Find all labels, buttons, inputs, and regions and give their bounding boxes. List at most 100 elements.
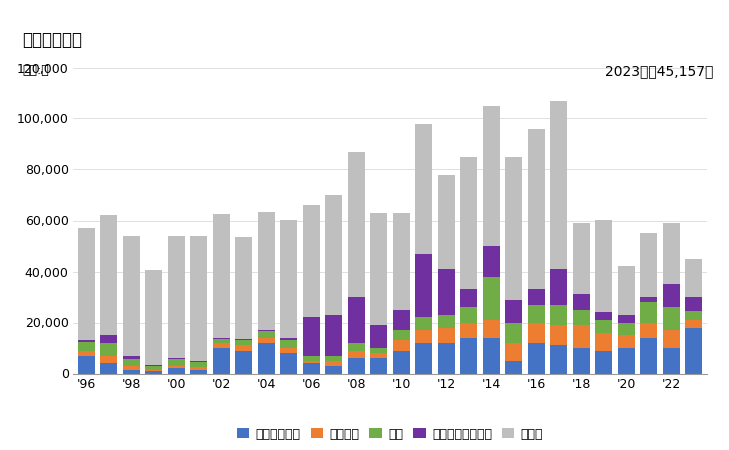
Bar (325, 195, 342, 315)
Bar (258, 331, 275, 338)
Bar (483, 320, 499, 338)
Bar (235, 340, 252, 346)
Bar (416, 343, 432, 373)
Bar (123, 236, 140, 356)
Bar (303, 317, 320, 356)
Bar (281, 220, 297, 338)
Bar (190, 361, 207, 362)
Bar (325, 356, 342, 361)
Bar (101, 335, 117, 343)
Bar (573, 223, 590, 294)
Bar (550, 269, 567, 305)
Bar (596, 320, 612, 333)
Bar (573, 294, 590, 310)
Bar (663, 330, 679, 348)
Bar (281, 338, 297, 340)
Bar (573, 310, 590, 325)
Bar (213, 214, 230, 338)
Bar (235, 351, 252, 374)
Bar (416, 317, 432, 330)
Bar (348, 297, 364, 343)
Bar (348, 358, 364, 374)
Bar (460, 323, 477, 338)
Bar (101, 343, 117, 356)
Bar (416, 124, 432, 254)
Bar (416, 330, 432, 343)
Bar (663, 307, 679, 330)
Bar (528, 129, 545, 289)
Bar (685, 328, 702, 373)
Bar (303, 363, 320, 374)
Bar (528, 305, 545, 323)
Bar (145, 371, 163, 373)
Bar (460, 157, 477, 289)
Bar (123, 369, 140, 374)
Bar (370, 213, 387, 325)
Bar (528, 343, 545, 373)
Bar (685, 297, 702, 311)
Bar (617, 323, 635, 335)
Bar (596, 220, 612, 312)
Bar (573, 348, 590, 374)
Bar (348, 351, 364, 358)
Bar (258, 338, 275, 343)
Bar (370, 353, 387, 358)
Bar (393, 351, 410, 374)
Bar (640, 233, 657, 297)
Bar (325, 366, 342, 374)
Bar (483, 246, 499, 277)
Bar (213, 339, 230, 343)
Bar (573, 325, 590, 348)
Bar (617, 315, 635, 323)
Bar (685, 259, 702, 297)
Bar (596, 312, 612, 320)
Bar (528, 323, 545, 343)
Bar (438, 343, 455, 373)
Bar (640, 302, 657, 323)
Bar (550, 346, 567, 374)
Bar (213, 338, 230, 339)
Bar (190, 236, 207, 361)
Bar (640, 297, 657, 302)
Bar (663, 348, 679, 374)
Bar (235, 339, 252, 340)
Bar (78, 356, 95, 373)
Bar (596, 351, 612, 374)
Bar (235, 237, 252, 339)
Bar (617, 266, 635, 315)
Bar (168, 360, 184, 366)
Text: 輸出量の推移: 輸出量の推移 (22, 31, 82, 49)
Bar (640, 338, 657, 374)
Text: 単位:台: 単位:台 (22, 64, 49, 77)
Bar (145, 369, 163, 371)
Bar (528, 289, 545, 305)
Bar (235, 346, 252, 351)
Bar (145, 366, 163, 369)
Bar (145, 270, 163, 364)
Bar (325, 361, 342, 366)
Bar (101, 356, 117, 363)
Bar (190, 362, 207, 367)
Bar (281, 353, 297, 373)
Bar (393, 310, 410, 330)
Text: 2023年：45,157台: 2023年：45,157台 (605, 64, 714, 78)
Bar (370, 325, 387, 348)
Bar (325, 315, 342, 356)
Bar (168, 366, 184, 369)
Bar (78, 342, 95, 351)
Bar (303, 356, 320, 361)
Bar (393, 213, 410, 310)
Bar (168, 358, 184, 360)
Bar (505, 343, 522, 361)
Bar (370, 358, 387, 374)
Bar (123, 366, 140, 369)
Bar (483, 338, 499, 374)
Bar (123, 356, 140, 360)
Bar (617, 335, 635, 348)
Bar (78, 351, 95, 356)
Bar (78, 228, 95, 340)
Bar (101, 363, 117, 374)
Bar (617, 348, 635, 374)
Bar (550, 305, 567, 325)
Bar (303, 361, 320, 363)
